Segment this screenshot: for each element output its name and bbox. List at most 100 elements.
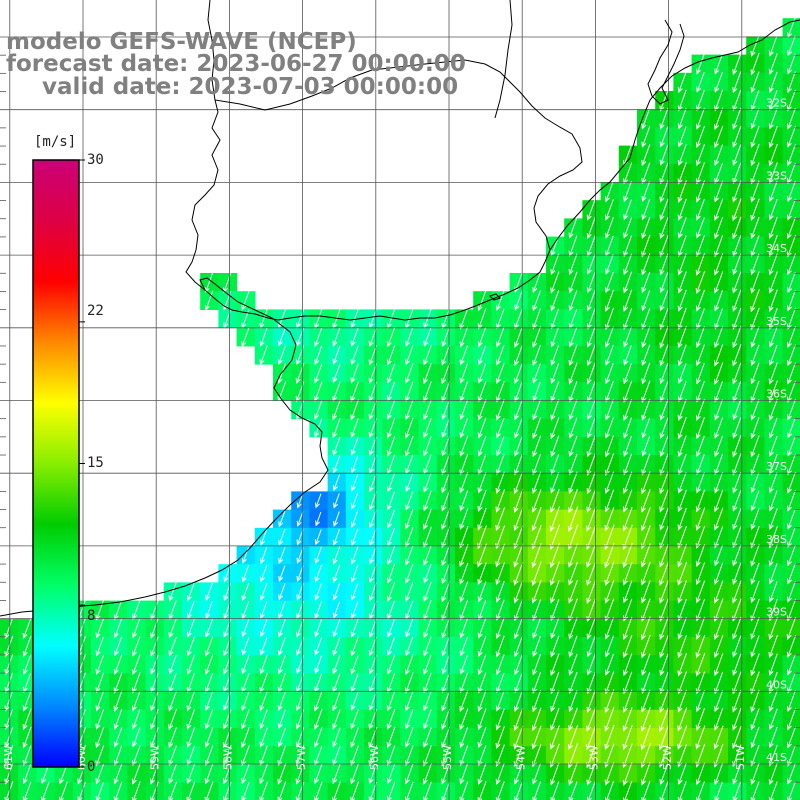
wind-arrow <box>641 471 651 495</box>
wind-arrow <box>459 726 469 749</box>
wind-arrow <box>641 417 651 439</box>
wind-arrow <box>259 601 268 620</box>
wind-arrow <box>750 744 760 767</box>
wind-arrow <box>641 181 651 203</box>
wind-arrow <box>205 582 213 601</box>
wind-arrow <box>368 582 377 602</box>
wind-arrow <box>641 561 651 586</box>
wind-arrow <box>732 435 742 458</box>
wind-arrow <box>714 308 723 330</box>
wind-arrow <box>623 362 633 385</box>
wind-arrow <box>714 690 724 713</box>
wind-arrow <box>314 400 323 420</box>
wind-arrow <box>549 725 560 750</box>
wind-arrow <box>659 198 669 221</box>
wind-arrow <box>22 708 32 731</box>
colorbar-tick-label: 30 <box>87 152 104 168</box>
wind-arrow <box>623 471 633 494</box>
longitude-label: 53W <box>588 745 601 770</box>
wind-arrow <box>696 53 705 75</box>
wind-arrow <box>750 653 760 677</box>
wind-arrow <box>586 471 596 495</box>
wind-arrow <box>750 144 760 167</box>
wind-arrow <box>441 744 451 767</box>
wind-arrow <box>604 743 615 768</box>
wind-arrow <box>259 654 268 675</box>
wind-arrow <box>532 471 542 494</box>
wind-arrow <box>750 53 760 76</box>
wind-arrow <box>531 725 542 750</box>
wind-arrow <box>750 508 760 530</box>
wind-arrow <box>550 326 560 348</box>
wind-arrow <box>95 708 105 730</box>
wind-arrow <box>405 582 414 602</box>
wind-arrow <box>750 726 760 749</box>
wind-arrows <box>4 17 797 800</box>
wind-arrow <box>405 473 414 493</box>
wind-arrow <box>750 689 760 713</box>
wind-arrow <box>350 691 359 711</box>
wind-arrow <box>423 490 432 512</box>
wind-arrow <box>568 635 578 658</box>
wind-arrow <box>605 235 614 257</box>
wind-arrow <box>586 635 596 658</box>
wind-arrow <box>386 400 396 420</box>
wind-arrow <box>677 725 688 750</box>
wind-arrow <box>750 180 760 203</box>
longitude-label: 54W <box>514 745 527 770</box>
wind-arrow <box>22 781 32 800</box>
wind-arrow <box>423 582 432 602</box>
wind-arrow <box>550 580 560 604</box>
wind-arrow <box>568 453 578 476</box>
wind-arrow <box>241 290 250 311</box>
wind-arrow <box>332 327 341 347</box>
wind-arrow <box>459 345 469 366</box>
wind-arrow <box>641 634 651 659</box>
wind-arrow <box>677 653 687 677</box>
wind-arrow <box>350 546 359 565</box>
wind-arrow <box>204 271 214 294</box>
wind-arrow <box>623 180 632 203</box>
wind-arrow <box>732 653 742 676</box>
wind-arrow <box>114 636 123 657</box>
wind-arrow <box>405 690 414 712</box>
wind-arrow <box>495 381 505 403</box>
wind-arrow <box>532 453 542 476</box>
wind-arrow <box>641 216 651 239</box>
wind-arrow <box>768 326 778 348</box>
wind-arrow <box>113 727 123 748</box>
wind-arrow <box>350 601 359 619</box>
wind-arrow <box>532 599 542 622</box>
wind-arrow <box>641 162 651 185</box>
wind-arrow <box>332 455 341 474</box>
wind-arrow <box>459 636 468 657</box>
wind-arrow <box>514 290 523 311</box>
wind-arrow <box>677 453 687 476</box>
wind-arrow <box>641 672 651 694</box>
wind-arrow <box>677 89 687 112</box>
wind-arrow <box>386 436 396 457</box>
wind-arrow <box>695 762 706 786</box>
wind-arrow <box>622 707 633 732</box>
wind-arrow <box>22 745 32 767</box>
wind-arrow <box>369 546 377 565</box>
wind-arrow <box>22 763 32 785</box>
wind-arrow <box>586 435 596 458</box>
wind-arrow <box>405 491 414 511</box>
wind-arrow <box>568 471 578 494</box>
wind-arrow <box>696 435 705 458</box>
wind-arrow <box>369 510 377 529</box>
wind-arrow <box>568 399 578 421</box>
wind-arrow <box>532 690 542 713</box>
wind-arrow <box>604 725 615 751</box>
wind-arrow <box>695 252 706 276</box>
wind-arrow <box>514 308 523 330</box>
wind-arrow <box>204 290 214 311</box>
wind-arrow <box>787 71 796 94</box>
wind-arrow <box>659 89 669 112</box>
wind-arrow <box>714 435 724 458</box>
wind-arrow <box>477 490 487 512</box>
wind-arrow <box>604 635 614 658</box>
